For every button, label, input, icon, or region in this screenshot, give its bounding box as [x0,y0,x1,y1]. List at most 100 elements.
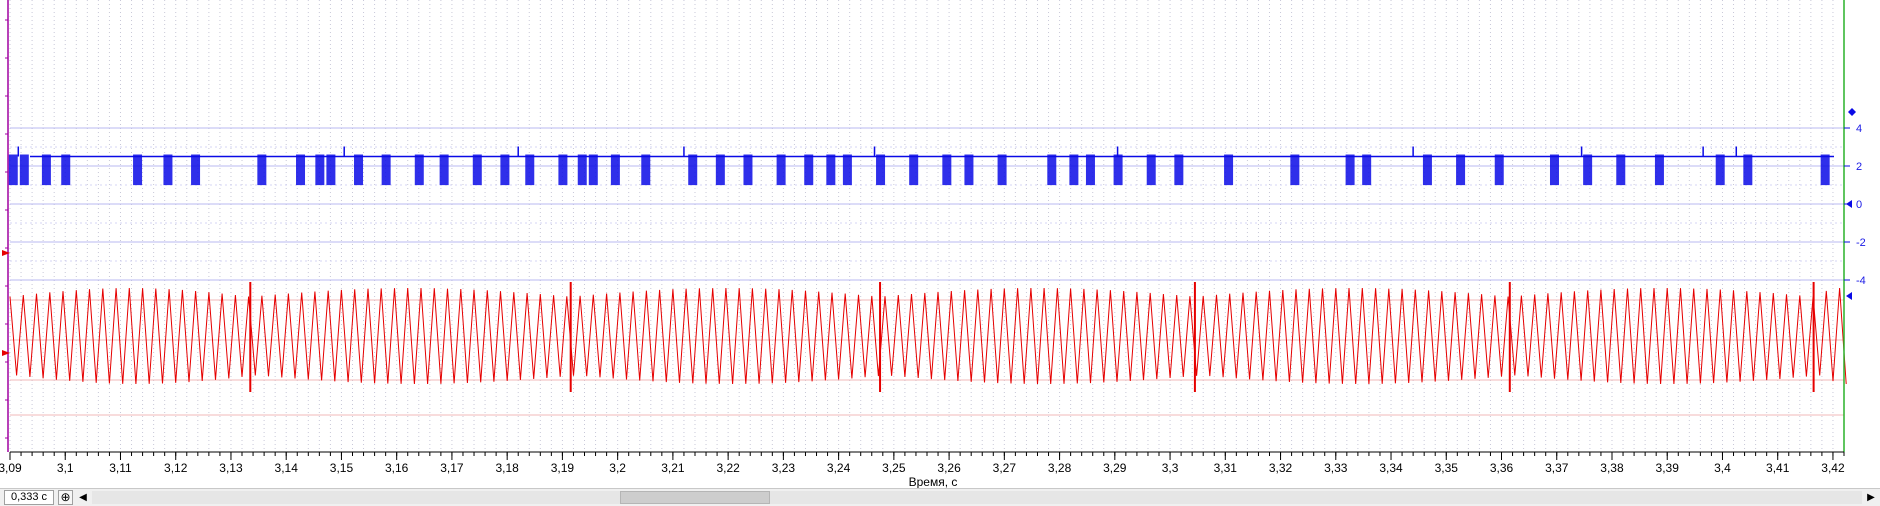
blue-scale-top-marker [1848,108,1856,116]
blue-pulse-burst [354,154,364,186]
x-tick-label: 3,35 [1435,461,1459,475]
x-tick-label: 3,14 [275,461,299,475]
x-tick-label: 3,18 [495,461,519,475]
blue-pulse-burst [876,154,886,186]
blue-pulse-burst [588,154,598,186]
x-axis-title: Время, с [909,475,958,488]
x-tick-label: 3,15 [330,461,354,475]
blue-pulse-burst [315,154,325,186]
right-axis-tick-label: 2 [1856,161,1862,173]
blue-channel-trace [8,146,1834,186]
blue-pulse-burst [1113,154,1123,186]
blue-pulse-burst [1494,154,1504,186]
right-axis-tick-label: 0 [1856,199,1862,211]
blue-pulse-burst [558,154,568,186]
blue-pulse-burst [1743,154,1753,186]
blue-pulse-burst [381,154,391,186]
blue-pulse-burst [842,154,852,186]
scroll-right-arrow[interactable]: ▶ [1867,492,1875,503]
x-tick-label: 3,22 [716,461,740,475]
x-tick-label: 3,28 [1048,461,1072,475]
blue-pulse-burst [1174,154,1184,186]
x-tick-label: 3,09 [0,461,22,475]
blue-pulse-burst [414,154,424,186]
x-tick-label: 3,2 [609,461,626,475]
x-tick-label: 3,13 [219,461,243,475]
blue-pulse-burst [500,154,510,186]
blue-pulse-burst [326,154,336,186]
x-tick-label: 3,25 [882,461,906,475]
blue-pulse-burst [472,154,482,186]
blue-pulse-burst [1085,154,1095,186]
x-axis: 3,09 3,1 3,11 3,12 3,13 3,14 3,15 3,16 3,17 3,18 3… [0,451,1845,475]
x-tick-label: 3,26 [937,461,961,475]
x-tick-label: 3,32 [1269,461,1293,475]
x-tick-label: 3,37 [1545,461,1569,475]
blue-pulse-burst [909,154,919,186]
x-tick-label: 3,24 [827,461,851,475]
x-tick-label: 3,4 [1714,461,1731,475]
x-tick-label: 3,3 [1162,461,1179,475]
blue-pulse-burst [61,154,71,186]
blue-pulse-burst [964,154,974,186]
blue-pulse-burst [163,154,173,186]
right-axis-tick-label: -2 [1856,237,1866,249]
blue-pulse-burst [688,154,698,186]
blue-pulse-burst [610,154,620,186]
scroll-left-arrow[interactable]: ◀ [79,492,87,503]
blue-pulse-burst [41,154,51,186]
x-tick-label: 3,38 [1600,461,1624,475]
timebase-field[interactable]: 0,333 с [4,490,54,505]
blue-pulse-burst [1290,154,1300,186]
blue-pulse-burst [1549,154,1559,186]
blue-pulse-burst [525,154,535,186]
grid [9,0,1845,452]
x-tick-label: 3,41 [1766,461,1790,475]
x-tick-label: 3,12 [164,461,188,475]
blue-pulse-burst [1654,154,1664,186]
blue-pulse-burst [743,154,753,186]
blue-pulse-burst [1069,154,1079,186]
scrollbar-thumb[interactable] [620,491,770,504]
x-tick-label: 3,11 [109,461,132,475]
plot-background [0,0,1880,488]
zoom-button[interactable]: ⊕ [58,490,73,505]
x-tick-label: 3,33 [1324,461,1348,475]
blue-pulse-burst [191,154,201,186]
blue-pulse-burst [826,154,836,186]
right-axis-tick-label: 4 [1856,123,1862,135]
blue-pulse-burst [641,154,651,186]
x-tick-label: 3,17 [440,461,464,475]
red-channel-trace [9,282,1847,392]
x-tick-label: 3,31 [1214,461,1238,475]
blue-pulse-burst [942,154,952,186]
right-axis-tick-label: -4 [1856,275,1866,287]
x-tick-label: 3,1 [57,461,74,475]
x-tick-label: 3,21 [661,461,685,475]
right-axis[interactable]: 4 2 0 -2 -4 [1843,0,1866,452]
left-axis[interactable] [2,0,10,452]
x-tick-label: 3,27 [993,461,1017,475]
oscilloscope-plot[interactable]: 420-2-4 3,09 3,1 3,11 3,12 3,13 3,14 3,15 3,16 3… [0,0,1880,488]
blue-pulse-burst [296,154,306,186]
x-tick-label: 3,34 [1379,461,1403,475]
blue-pulse-burst [577,154,587,186]
x-tick-label: 3,39 [1656,461,1680,475]
blue-pulse-burst [133,154,143,186]
blue-pulse-burst [1146,154,1156,186]
x-tick-label: 3,19 [551,461,575,475]
blue-pulse-burst [1362,154,1372,186]
blue-pulse-burst [8,154,18,186]
blue-pulse-burst [1616,154,1626,186]
blue-scale-bottom-marker [1846,292,1852,300]
x-tick-label: 3,23 [772,461,796,475]
status-bar: 0,333 с ⊕ ◀ ▶ [0,488,1880,506]
blue-pulse-burst [1422,154,1432,186]
x-tick-label: 3,36 [1490,461,1514,475]
horizontal-scrollbar[interactable] [92,491,1862,504]
blue-pulse-burst [19,154,29,186]
blue-pulse-burst [1715,154,1725,186]
blue-pulse-burst [1456,154,1466,186]
blue-pulse-burst [1583,154,1593,186]
red-offset-marker [2,350,10,356]
